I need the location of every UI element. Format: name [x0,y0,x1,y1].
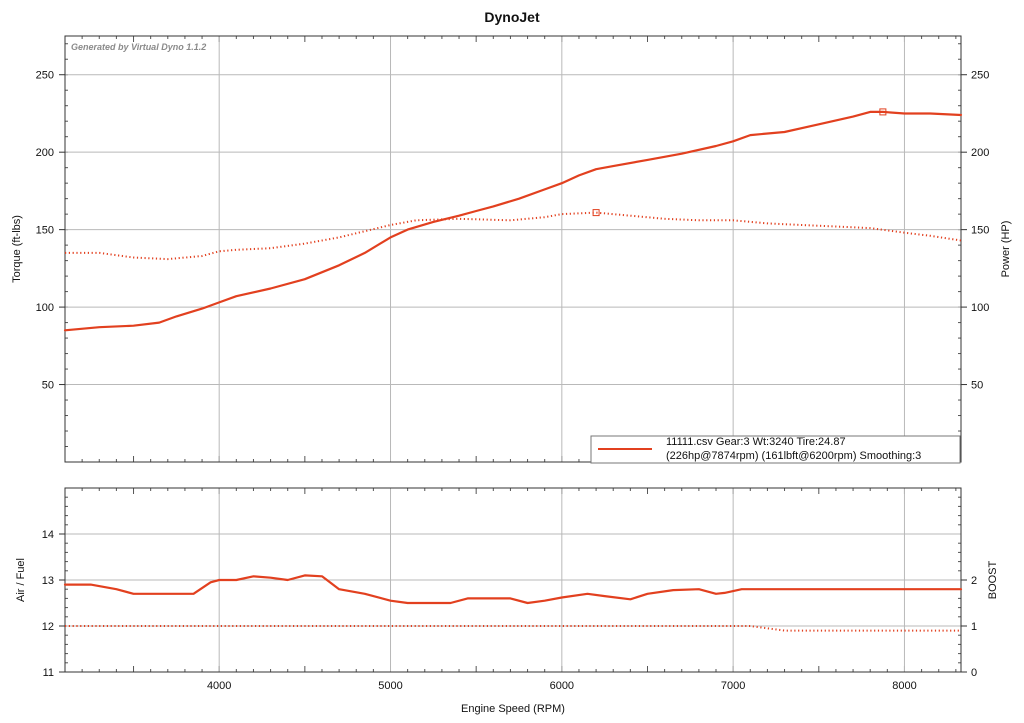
solid-series-line [63,574,963,605]
x-axis-label: Engine Speed (RPM) [461,703,565,715]
y2-tick-label: 50 [971,380,983,392]
x-tick-label: 8000 [892,680,916,692]
legend-line-2: (226hp@7874rpm) (161lbft@6200rpm) Smooth… [666,450,921,462]
dotted-series-line [65,211,962,261]
y-tick-label: 12 [42,621,54,633]
y-tick-label: 13 [42,575,54,587]
y2-axis-label: BOOST [987,560,999,599]
torque-power-chart: 50 100 150 200 250 50 100 150 200 250 Torque (ft-l… [11,35,1012,463]
y2-tick-label: 100 [971,302,989,314]
y-axis-label: Air / Fuel [15,558,27,602]
x-tick-label: 4000 [207,680,231,692]
y2-tick-label: 2 [971,575,977,587]
y2-tick-label: 200 [971,147,989,159]
x-tick-label: 5000 [378,680,402,692]
y2-tick-label: 0 [971,667,977,679]
legend-box: 11111.csv Gear:3 Wt:3240 Tire:24.87 (226… [590,435,961,464]
peak-marker [592,209,600,217]
legend-frame [590,435,961,464]
y2-axis-label: Power (HP) [1000,221,1012,278]
dotted-series-line [65,625,961,632]
solid-series-line [63,110,963,332]
peak-marker [879,108,887,116]
y2-tick-label: 1 [971,621,977,633]
y-tick-label: 14 [42,529,54,541]
x-tick-label: 6000 [550,680,574,692]
x-tick-label: 7000 [721,680,745,692]
y2-tick-label: 250 [971,70,989,82]
y-tick-label: 50 [42,380,54,392]
plot-frame [64,487,962,673]
y-tick-label: 150 [36,225,54,237]
y-tick-label: 200 [36,147,54,159]
y-tick-label: 11 [43,667,54,679]
plot-frame [64,35,962,463]
legend-line-1: 11111.csv Gear:3 Wt:3240 Tire:24.87 [666,436,846,448]
chart-title: DynoJet [484,9,540,25]
y2-tick-label: 150 [971,225,989,237]
y-tick-label: 100 [36,302,54,314]
watermark-text: Generated by Virtual Dyno 1.1.2 [71,42,206,52]
y-tick-label: 250 [36,70,54,82]
y-axis-label: Torque (ft-lbs) [11,215,23,283]
